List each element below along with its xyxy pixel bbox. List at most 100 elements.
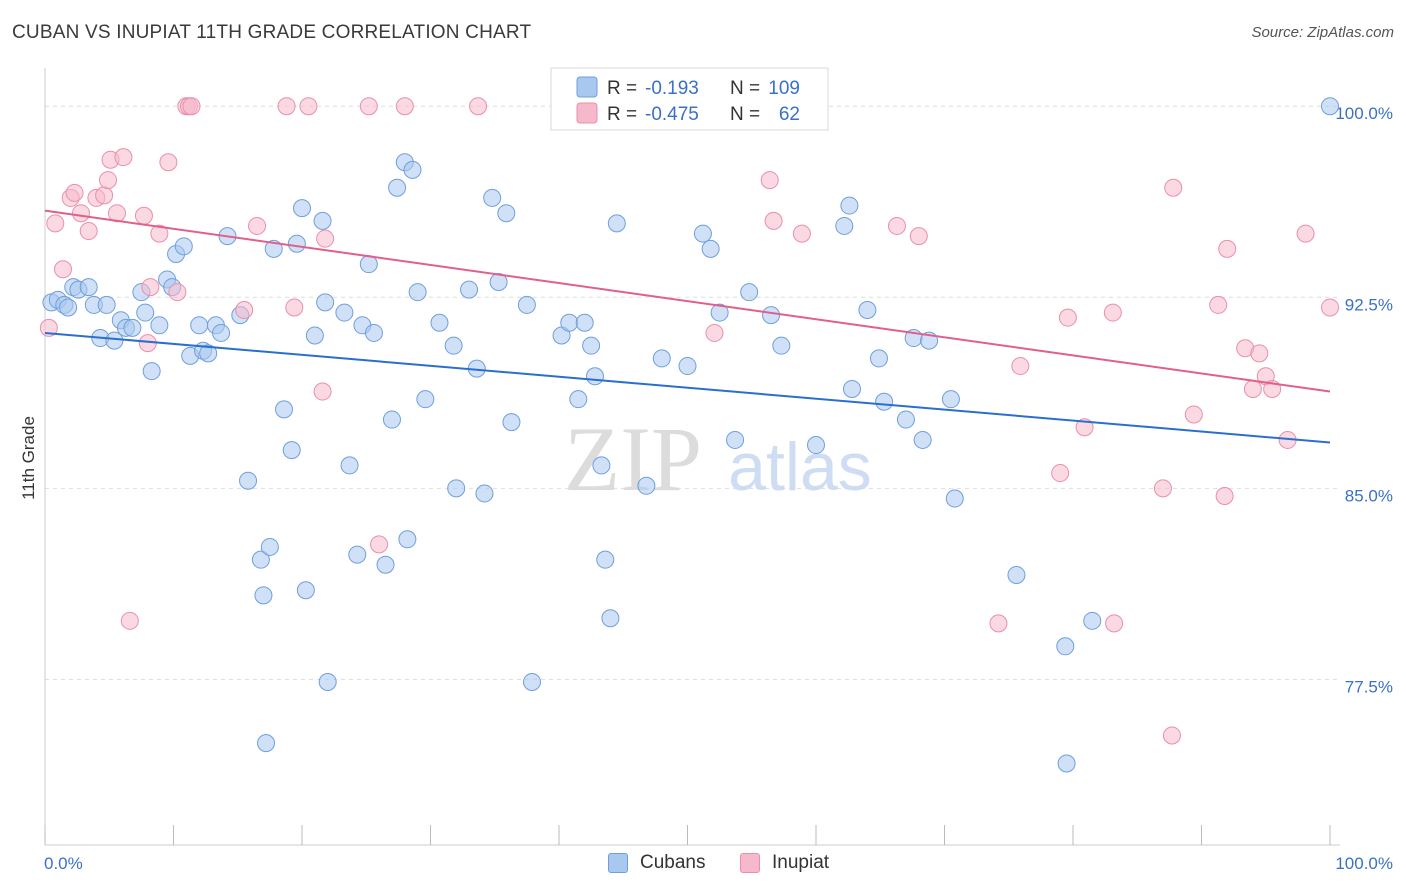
cubans-point	[475, 484, 494, 503]
chart-title: CUBAN VS INUPIAT 11TH GRADE CORRELATION …	[12, 22, 532, 43]
inupiat-point	[764, 211, 783, 230]
cubans-point	[212, 323, 231, 342]
cubans-point	[710, 303, 729, 322]
cubans-point	[305, 326, 324, 345]
inupiat-point	[1162, 726, 1181, 745]
inupiat-point	[159, 153, 178, 172]
inupiat-point	[1103, 303, 1122, 322]
inupiat-point	[1164, 178, 1183, 197]
legend-label-cubans: Cubans	[640, 852, 706, 873]
inupiat-points	[39, 97, 1339, 745]
cubans-point	[254, 586, 273, 605]
cubans-point	[257, 734, 276, 753]
cubans-point	[282, 441, 301, 460]
inupiat-point	[469, 97, 488, 116]
inupiat-point	[168, 283, 187, 302]
inupiat-point	[316, 229, 335, 248]
inupiat-point	[141, 278, 160, 297]
inupiat-point	[65, 183, 84, 202]
cubans-point	[376, 555, 395, 574]
cubans-point	[601, 609, 620, 628]
cubans-point	[523, 672, 542, 691]
cubans-point	[858, 301, 877, 320]
legend-n-value: 62	[779, 104, 800, 125]
cubans-point	[388, 178, 407, 197]
inupiat-point	[1075, 418, 1094, 437]
inupiat-point	[299, 97, 318, 116]
cubans-point	[364, 323, 383, 342]
cubans-point	[190, 316, 209, 335]
cubans-point	[260, 537, 279, 556]
cubans-point	[142, 362, 161, 381]
legend-top: R = -0.193 N = 109 R = -0.475 N = 62	[550, 67, 829, 131]
inupiat-point	[1105, 614, 1124, 633]
legend-item-inupiat: Inupiat	[740, 852, 829, 874]
y-tick-label: 100.0%	[1335, 104, 1393, 123]
trend-lines	[44, 209, 1331, 444]
inupiat-point	[1296, 224, 1315, 243]
cubans-point	[502, 413, 521, 432]
inupiat-point	[1058, 308, 1077, 327]
cubans-point	[560, 313, 579, 332]
inupiat-point	[760, 171, 779, 190]
inupiat-point	[1153, 479, 1172, 498]
cubans-point	[913, 430, 932, 449]
cubans-point	[296, 581, 315, 600]
legend-label-inupiat: Inupiat	[772, 852, 830, 873]
inupiat-point	[98, 171, 117, 190]
inupiat-point	[95, 186, 114, 205]
cubans-point	[136, 303, 155, 322]
legend-bottom: Cubans Inupiat	[0, 852, 1406, 878]
watermark: ZIP atlas	[564, 408, 872, 510]
inupiat-point	[285, 298, 304, 317]
grid-lines	[45, 105, 1340, 680]
legend-swatch-inupiat	[576, 102, 598, 124]
cubans-point	[293, 199, 311, 218]
cubans-point	[726, 430, 745, 449]
cubans-point	[637, 476, 656, 495]
cubans-point	[842, 379, 861, 398]
cubans-point	[1083, 611, 1102, 630]
inupiat-point	[909, 227, 928, 246]
legend-n-value: 109	[768, 78, 800, 99]
cubans-point	[896, 410, 915, 429]
cubans-point	[569, 390, 588, 409]
cubans-point	[199, 344, 218, 363]
cubans-point	[875, 392, 894, 411]
cubans-point	[275, 400, 294, 419]
cubans-point	[596, 550, 615, 569]
inupiat-point	[120, 611, 139, 630]
cubans-point	[489, 272, 508, 291]
cubans-point	[359, 255, 378, 274]
y-tick-label: 77.5%	[1345, 677, 1393, 696]
inupiat-point	[182, 97, 201, 116]
legend-swatch-cubans	[608, 853, 628, 873]
x-tick-label-max: 100.0%	[1335, 854, 1393, 873]
cubans-point	[483, 188, 502, 207]
inupiat-point	[1321, 298, 1339, 317]
cubans-point	[382, 410, 401, 429]
cubans-point	[403, 160, 422, 179]
cubans-point	[740, 283, 759, 302]
cubans-point	[772, 336, 791, 355]
inupiat-point	[134, 206, 153, 225]
cubans-point	[340, 456, 359, 475]
cubans-point	[59, 298, 78, 317]
cubans-point	[585, 367, 604, 386]
cubans-point	[807, 436, 825, 455]
cubans-point	[174, 237, 193, 256]
cubans-point	[762, 306, 781, 325]
legend-swatch-cubans	[576, 76, 598, 98]
cubans-point	[941, 390, 960, 409]
y-axis-label: 11th Grade	[19, 416, 38, 500]
cubans-point	[123, 318, 142, 337]
cubans-point	[840, 196, 859, 215]
legend-n-label: N =	[730, 78, 760, 99]
cubans-point	[497, 204, 516, 223]
y-tick-label: 85.0%	[1345, 486, 1393, 505]
cubans-point	[592, 456, 611, 475]
inupiat-point	[1243, 379, 1262, 398]
cubans-point	[1057, 754, 1076, 773]
cubans-point	[835, 216, 854, 235]
source-credit: Source: ZipAtlas.com	[1251, 24, 1394, 41]
